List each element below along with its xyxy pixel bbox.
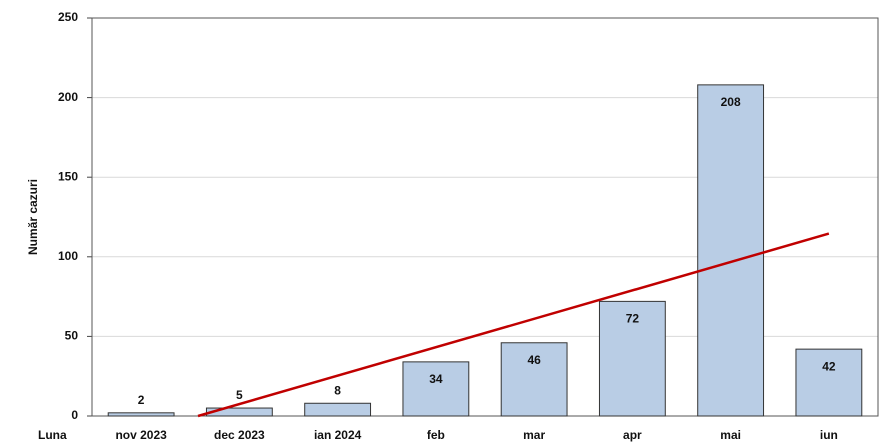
x-tick-label: apr xyxy=(623,428,642,442)
x-tick-label: dec 2023 xyxy=(214,428,265,442)
x-axis-title: Luna xyxy=(38,428,67,442)
y-tick-label: 250 xyxy=(58,10,78,24)
bar xyxy=(500,342,568,417)
bar xyxy=(304,402,372,417)
x-tick-label: feb xyxy=(427,428,445,442)
data-label: 8 xyxy=(334,383,341,397)
x-tick-label: mai xyxy=(720,428,741,442)
y-tick-label: 150 xyxy=(58,169,78,183)
bar xyxy=(107,412,175,417)
data-label: 208 xyxy=(721,95,741,109)
y-tick-label: 100 xyxy=(58,249,78,263)
bar xyxy=(402,361,470,417)
y-axis-title: Număr cazuri xyxy=(26,179,40,255)
data-label: 42 xyxy=(822,359,836,373)
x-tick-label: iun xyxy=(820,428,838,442)
bar xyxy=(795,348,863,417)
data-label: 34 xyxy=(429,372,443,386)
data-label: 5 xyxy=(236,388,243,402)
bar xyxy=(598,300,666,417)
bar xyxy=(205,407,273,417)
data-label: 46 xyxy=(527,353,541,367)
plot-frame xyxy=(91,17,879,417)
bar xyxy=(697,84,765,417)
y-tick-label: 200 xyxy=(58,90,78,104)
data-label: 72 xyxy=(626,312,640,326)
x-tick-label: ian 2024 xyxy=(314,428,362,442)
data-label: 2 xyxy=(138,393,145,407)
y-tick-label: 0 xyxy=(71,408,78,422)
x-tick-label: mar xyxy=(523,428,545,442)
trend-line xyxy=(197,232,830,418)
y-tick-label: 50 xyxy=(65,329,79,343)
x-tick-label: nov 2023 xyxy=(115,428,167,442)
